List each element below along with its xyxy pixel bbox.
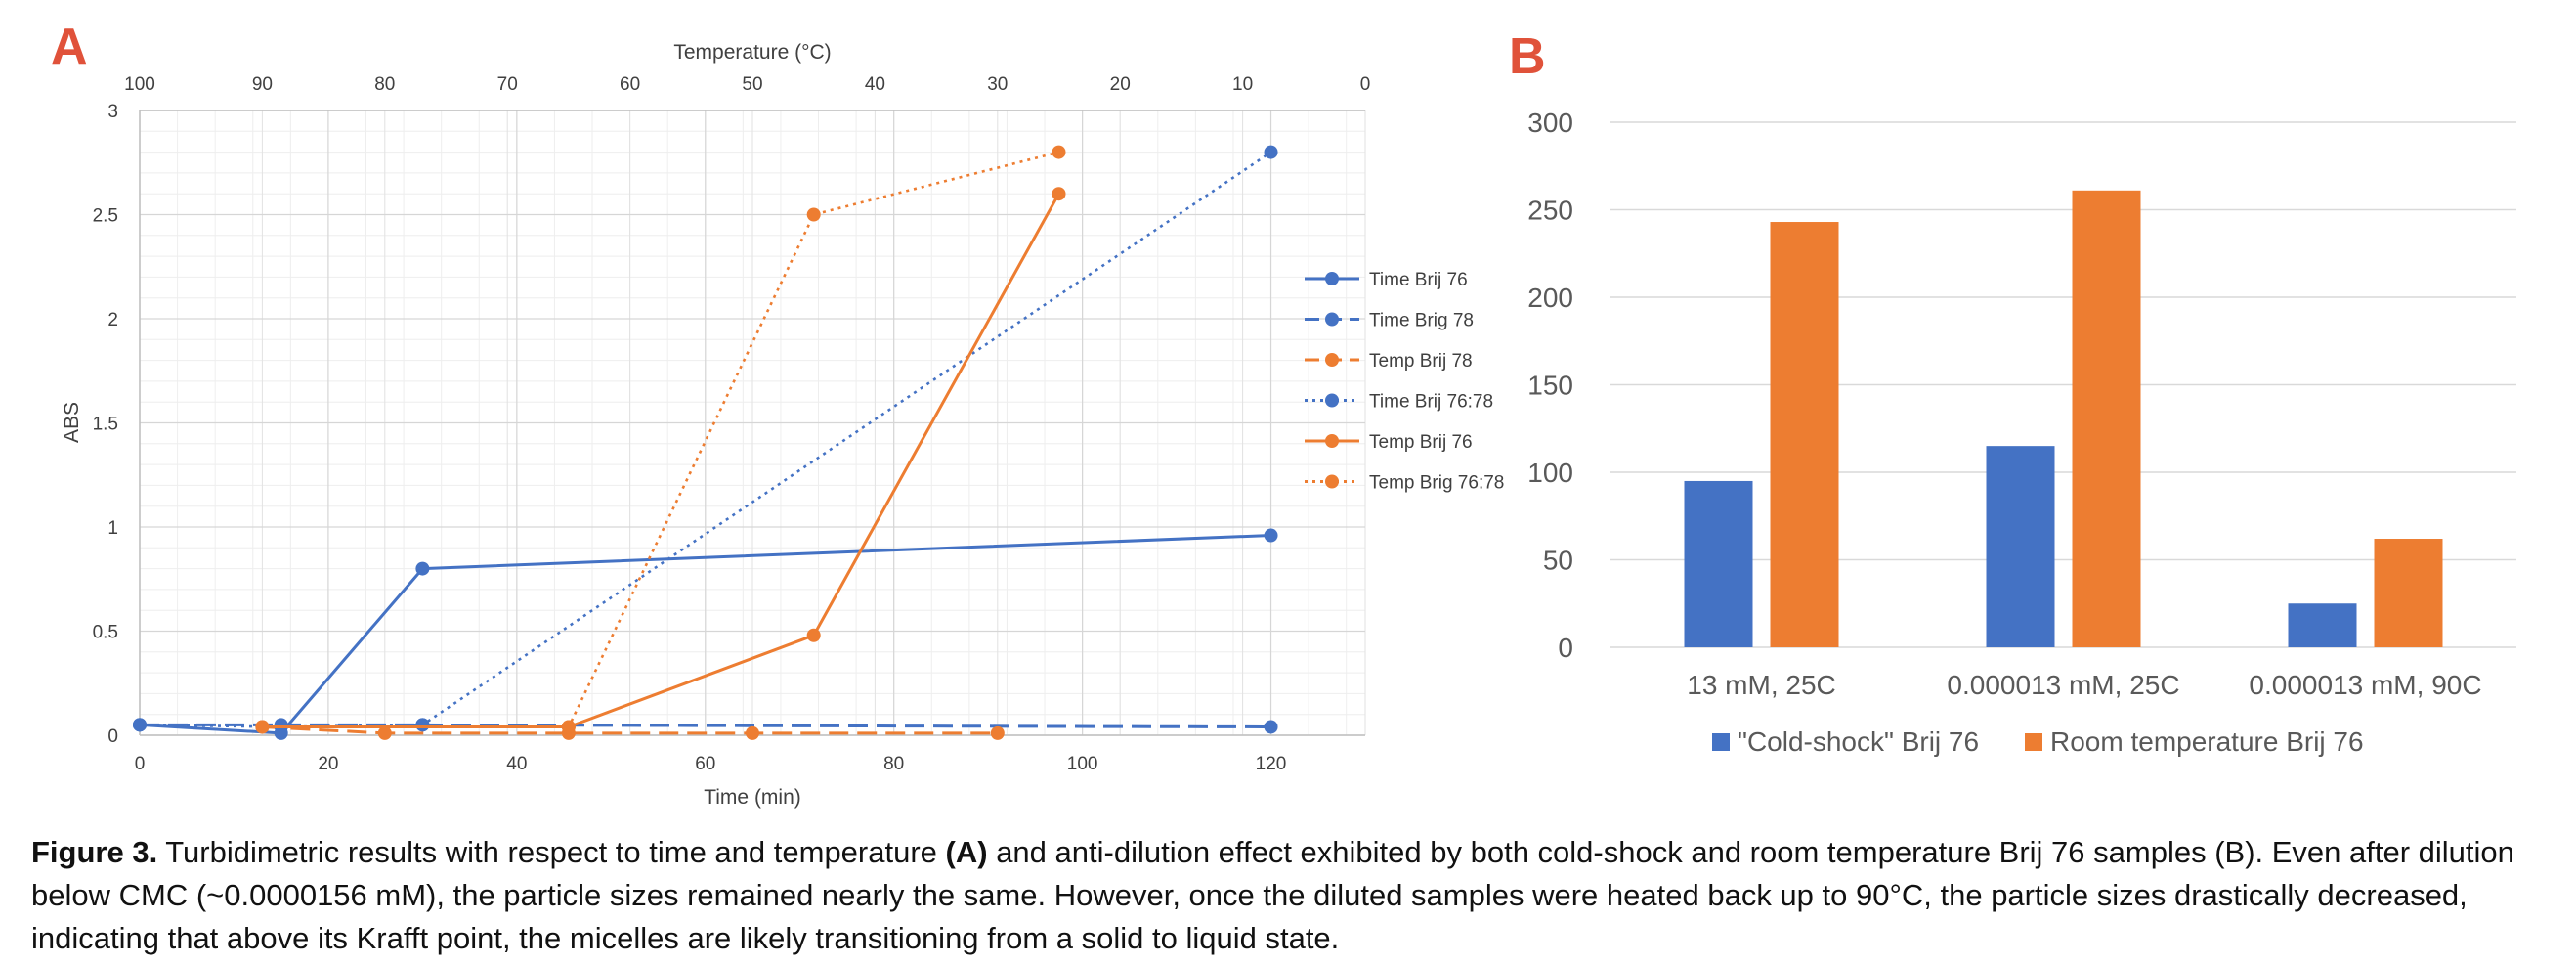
data-point: [415, 561, 430, 576]
x-tick-label: 120: [1256, 754, 1287, 774]
x-category-label: 0.000013 mM, 90C: [2249, 670, 2481, 700]
data-point: [377, 725, 392, 740]
caption-text-1: Turbidimetric results with respect to ti…: [157, 835, 946, 869]
x-tick-label: 20: [318, 754, 338, 774]
legend-label: Room temperature Brij 76: [2050, 726, 2364, 757]
x-tick-label: 40: [506, 754, 527, 774]
y-tick-label: 0.5: [93, 623, 118, 643]
x2-tick-label: 30: [987, 74, 1008, 95]
x-category-label: 0.000013 mM, 25C: [1947, 670, 2179, 700]
data-point: [806, 207, 821, 222]
series-line: [262, 725, 998, 735]
y-tick-label: 2.5: [93, 206, 118, 227]
legend-label: Temp Brij 78: [1369, 351, 1473, 372]
data-point: [990, 725, 1005, 740]
legend-swatch-marker: [1325, 272, 1339, 285]
caption-figure-label: Figure 3.: [31, 835, 158, 869]
legend-swatch-marker: [1325, 312, 1339, 327]
legend-swatch-marker: [1325, 474, 1339, 489]
y-tick-label: 200: [1527, 283, 1573, 313]
y-tick-label: 300: [1527, 108, 1573, 138]
data-point: [1264, 720, 1278, 734]
x-tick-label: 100: [1067, 754, 1098, 774]
x-tick-label: 60: [695, 754, 715, 774]
data-point: [1264, 528, 1278, 543]
legend-label: "Cold-shock" Brij 76: [1738, 726, 1979, 757]
x2-tick-label: 90: [252, 74, 273, 95]
panel-a-major-grid: [139, 110, 1366, 736]
y-tick-label: 50: [1543, 546, 1573, 576]
legend-label: Temp Brij 76: [1369, 432, 1473, 453]
x2-tick-label: 70: [497, 74, 518, 95]
x2-tick-label: 40: [865, 74, 885, 95]
bar: [2288, 603, 2357, 647]
x-tick-label: 0: [135, 754, 146, 774]
bar: [1684, 480, 1753, 647]
panel-b-bars: [1684, 190, 2443, 647]
x-category-label: 13 mM, 25C: [1687, 670, 1836, 700]
x2-tick-label: 10: [1232, 74, 1253, 95]
y-tick-label: 100: [1527, 458, 1573, 488]
data-point: [415, 718, 430, 732]
legend-swatch-marker: [1325, 353, 1339, 367]
bar: [2374, 539, 2443, 647]
legend-swatch: [2025, 733, 2042, 751]
y-tick-label: 0: [107, 726, 118, 747]
panel-b-legend: "Cold-shock" Brij 76 Room temperature Bri…: [1712, 726, 2364, 757]
legend-label: Time Brij 76: [1369, 270, 1468, 290]
legend-swatch-marker: [1325, 434, 1339, 448]
panel-a-letter: A: [51, 19, 88, 75]
panel-a-series: [133, 145, 1278, 740]
x2-tick-label: 60: [620, 74, 640, 95]
panel-a-y-axis-title: ABS: [61, 402, 83, 443]
data-point: [746, 725, 759, 740]
series-line: [139, 534, 1271, 735]
data-point: [255, 720, 270, 734]
x2-tick-label: 20: [1110, 74, 1131, 95]
panel-a-legend: Time Brij 76 Time Brig 78 Temp Brij 78 Time…: [1305, 270, 1504, 494]
data-point: [1052, 145, 1066, 159]
x2-tick-label: 0: [1360, 74, 1371, 95]
panel-b-grid: [1610, 121, 2516, 648]
y-tick-label: 0: [1558, 633, 1573, 663]
panel-b-letter: B: [1509, 28, 1546, 85]
y-tick-label: 250: [1527, 196, 1573, 226]
figure-caption: Figure 3. Turbidimetric results with res…: [31, 831, 2557, 960]
data-point: [1052, 187, 1066, 201]
y-tick-label: 2: [107, 310, 118, 330]
bar: [2072, 190, 2141, 647]
panel-b-bar-chart: B 0 50 100 150 200 250 300 13 mM, 25C 0.000013 m…: [1509, 28, 2516, 757]
series-line: [262, 151, 1059, 728]
legend-label: Time Brij 76:78: [1369, 392, 1493, 413]
caption-bold-a: (A): [945, 835, 988, 869]
caption-text-2: and anti-dilution effect exhibited by bo…: [31, 835, 2514, 955]
data-point: [1264, 145, 1278, 159]
y-tick-label: 3: [107, 102, 118, 122]
legend-swatch-marker: [1325, 393, 1339, 408]
legend-swatch: [1712, 733, 1730, 751]
series-line: [262, 193, 1060, 728]
x-tick-label: 80: [883, 754, 904, 774]
data-point: [133, 718, 147, 732]
bar: [1986, 446, 2055, 647]
x2-tick-label: 50: [742, 74, 762, 95]
legend-label: Temp Brig 76:78: [1369, 473, 1504, 494]
data-point: [561, 720, 576, 734]
legend-label: Time Brig 78: [1369, 311, 1474, 331]
panel-a-x-axis-title: Time (min): [704, 786, 801, 809]
y-tick-label: 150: [1527, 371, 1573, 401]
x2-tick-label: 100: [124, 74, 155, 95]
data-point: [806, 628, 821, 642]
bar: [1770, 222, 1839, 647]
panel-b-tick-labels: 0 50 100 150 200 250 300 13 mM, 25C 0.000013 mM,…: [1527, 108, 2481, 700]
y-tick-label: 1.5: [93, 415, 118, 435]
x2-tick-label: 80: [374, 74, 395, 95]
y-tick-label: 1: [107, 518, 118, 539]
panel-a-x2-axis-title: Temperature (°C): [673, 41, 831, 64]
